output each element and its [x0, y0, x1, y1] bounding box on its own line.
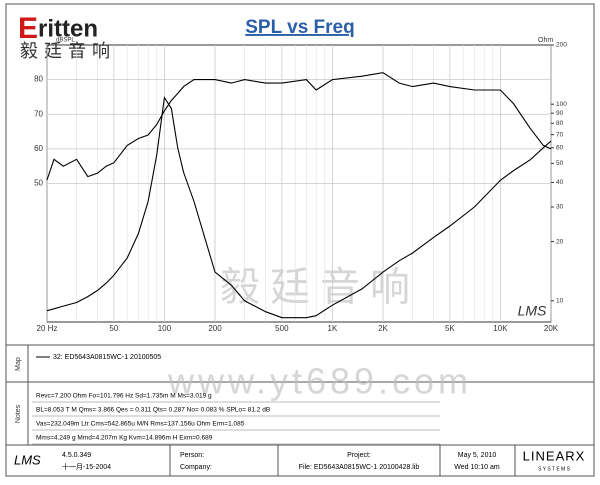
y2-axis-label: Ohm: [538, 37, 553, 44]
series-line: [46, 72, 552, 181]
x-tick-label: 20 Hz: [37, 324, 58, 333]
legend-entry: 32: ED5643A0815WC-1 20100505: [53, 354, 161, 361]
y-tick-label: 70: [34, 109, 43, 118]
footer-date-cn: 十一月-15-2004: [62, 462, 111, 471]
logo: ritten: [38, 15, 98, 42]
chart-title: SPL vs Freq: [245, 17, 354, 38]
x-tick-label: 20K: [544, 324, 559, 333]
note-line: BL=8.053 T M Qms= 3.866 Qes = 0.311 Qts=…: [36, 407, 270, 414]
footer-time: Wed 10:10 am: [454, 464, 500, 471]
watermark: www.yt689.com: [167, 361, 472, 402]
footer-company: Company:: [180, 464, 212, 471]
x-tick-label: 1K: [328, 324, 338, 333]
x-tick-label: 10K: [493, 324, 508, 333]
note-line: Revc=7.200 Ohm Fo=101.796 Hz Sd=1.735m M…: [36, 393, 212, 400]
footer-project: Project:: [347, 452, 371, 459]
y2-tick-label: 80: [556, 120, 564, 127]
y-tick-label: 50: [34, 179, 43, 188]
x-tick-label: 200: [208, 324, 222, 333]
x-tick-label: 2K: [378, 324, 388, 333]
y2-tick-label: 40: [556, 179, 564, 186]
footer-version: 4.5.0.349: [62, 452, 91, 459]
y2-tick-label: 90: [556, 110, 564, 117]
footer-person: Person:: [180, 452, 204, 459]
frame: [5, 3, 595, 477]
logo-cn: 毅廷音响: [20, 41, 116, 61]
notes-label: Notes: [15, 404, 22, 423]
logo-initial: E: [18, 12, 38, 45]
footer-date: May 5, 2010: [458, 452, 497, 459]
footer-maker-sub: S Y S T E M S: [538, 466, 571, 472]
y2-tick-label: 30: [556, 204, 564, 211]
footer-file: File: ED5643A0815WC-1 20100428.lib: [299, 464, 420, 471]
y2-tick-label: 60: [556, 145, 564, 152]
y2-tick-label: 50: [556, 160, 564, 167]
y2-tick-label: 70: [556, 131, 564, 138]
y-tick-label: 60: [34, 144, 43, 153]
notes: Revc=7.200 Ohm Fo=101.796 Hz Sd=1.735m M…: [32, 393, 440, 445]
map-label: Map: [15, 357, 22, 371]
series-line: [46, 96, 552, 319]
watermark: 毅廷音响: [220, 266, 420, 310]
note-line: Vas=232.049m Ltr Cms=542.865u M/N Rms=13…: [36, 421, 245, 428]
footer-maker: LINEARX: [523, 448, 586, 463]
x-tick-label: 500: [275, 324, 289, 333]
note-line: Mms=4.249 g Mmd=4.207m Kg Kvm=14.896m H …: [36, 435, 213, 442]
signature: LMS: [518, 303, 547, 319]
y2-tick-label: 200: [556, 42, 567, 49]
y-tick-label: 80: [34, 75, 43, 84]
x-tick-label: 5K: [445, 324, 455, 333]
y-axis-label: dBSPL: [56, 38, 75, 44]
x-tick-label: 100: [158, 324, 172, 333]
y2-tick-label: 10: [556, 298, 564, 305]
y2-tick-label: 100: [556, 101, 567, 108]
y2-tick-label: 20: [556, 238, 564, 245]
x-tick-label: 50: [109, 324, 118, 333]
footer-app: LMS: [14, 452, 41, 467]
